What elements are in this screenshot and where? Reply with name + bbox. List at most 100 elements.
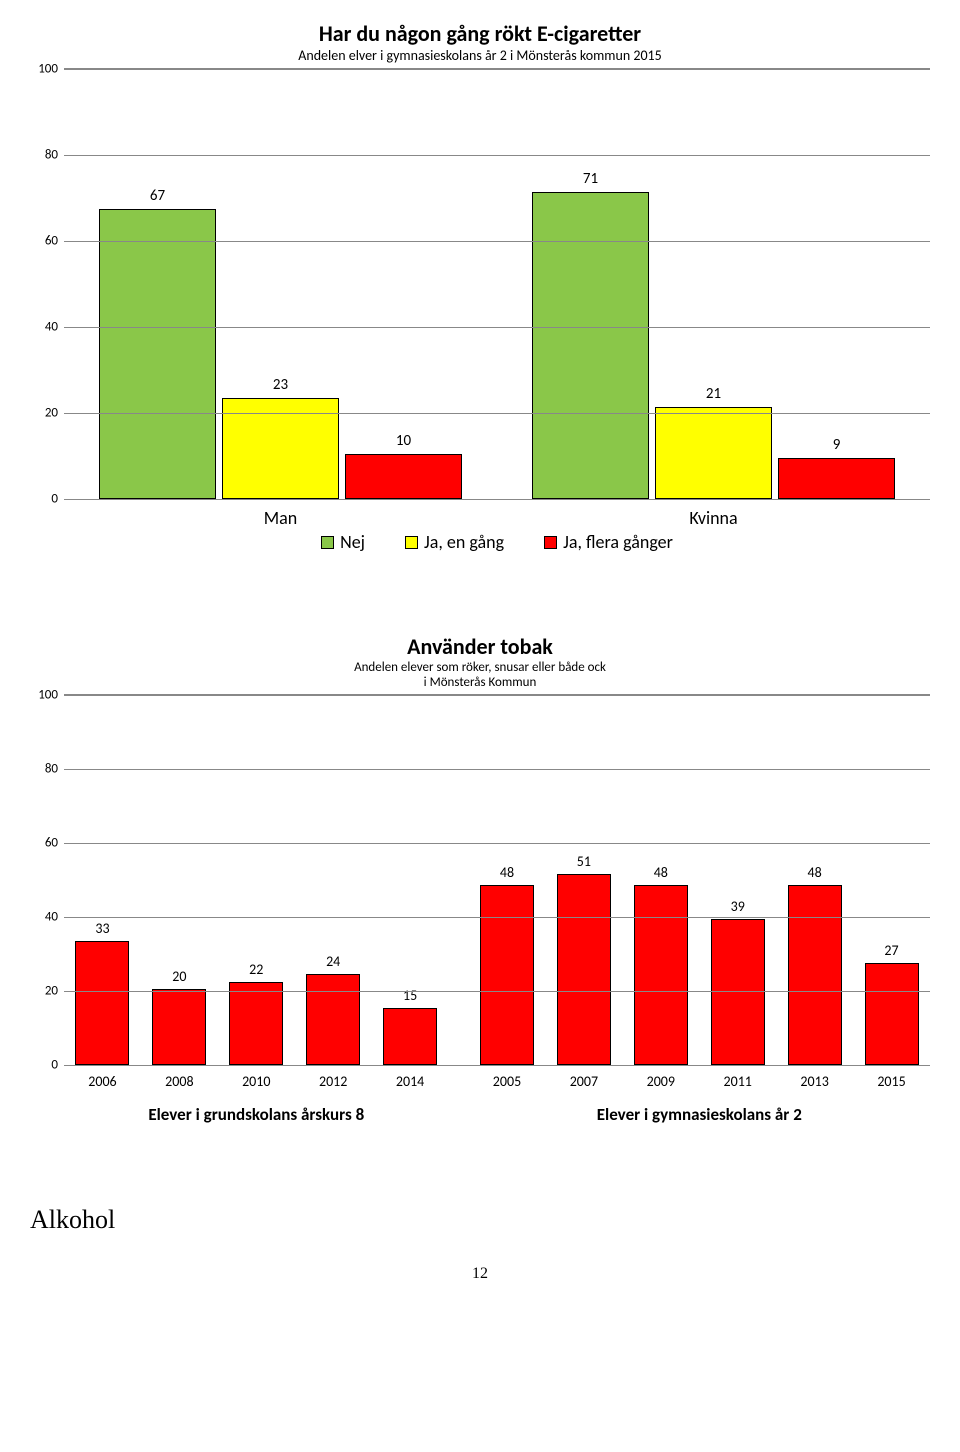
chart2-title: Använder tobak (30, 633, 930, 660)
bar-slot: 48 (776, 885, 853, 1065)
xtick-label: 2011 (699, 1073, 776, 1090)
bar: 33 (75, 941, 129, 1065)
ytick-label: 80 (45, 148, 58, 163)
chart1-subtitle: Andelen elver i gymnasieskolans år 2 i M… (30, 47, 930, 64)
chart1-bars: 67231071219 (64, 69, 930, 499)
xtick-label: 2005 (469, 1073, 546, 1090)
chart1-title: Har du någon gång rökt E-cigaretter (30, 20, 930, 47)
xtick-label: 2006 (64, 1073, 141, 1090)
legend-item: Nej (321, 531, 365, 553)
bar: 67 (99, 209, 216, 499)
bar-slot: 24 (295, 974, 372, 1065)
legend-swatch (321, 536, 334, 549)
chart2-xaxis: 20062008201020122014 20052007200920112013… (64, 1073, 930, 1090)
bar: 51 (557, 874, 611, 1065)
bar-value-label: 23 (273, 376, 288, 394)
bar-slot: 20 (141, 989, 218, 1065)
bar: 71 (532, 192, 649, 499)
legend-label: Ja, flera gånger (563, 531, 673, 553)
xtick-label: 2007 (545, 1073, 622, 1090)
bar-slot: 27 (853, 963, 930, 1065)
subgroup-label: Elever i gymnasieskolans år 2 (469, 1104, 930, 1125)
bar-value-label: 51 (577, 853, 591, 870)
chart2-subtitle2: i Mönsterås Kommun (30, 675, 930, 690)
bar: 20 (152, 989, 206, 1065)
ytick-label: 80 (45, 762, 58, 777)
gridline (64, 1065, 930, 1066)
page-number: 12 (30, 1265, 930, 1283)
bar-value-label: 20 (172, 968, 186, 985)
bar: 10 (345, 454, 462, 499)
gridline (64, 241, 930, 242)
gridline (64, 499, 930, 500)
ytick-label: 0 (51, 1058, 58, 1073)
legend-label: Ja, en gång (424, 531, 504, 553)
chart1-legend: Nej Ja, en gång Ja, flera gånger (64, 531, 930, 553)
bar-value-label: 24 (326, 953, 340, 970)
chart2-plot-area: 3320222415485148394827 020406080100 (64, 694, 930, 1065)
xtick-label: 2013 (776, 1073, 853, 1090)
bar-value-label: 71 (583, 170, 598, 188)
bar-group: 67 23 10 (64, 209, 497, 499)
bar-value-label: 48 (808, 864, 822, 881)
ytick-label: 20 (45, 406, 58, 421)
bar-value-label: 27 (884, 942, 898, 959)
xtick-label: 2010 (218, 1073, 295, 1090)
gridline (64, 155, 930, 156)
ytick-label: 0 (51, 492, 58, 507)
gridline (64, 991, 930, 992)
ytick-label: 40 (45, 910, 58, 925)
xtick-label: 2009 (622, 1073, 699, 1090)
bar: 15 (383, 1008, 437, 1066)
gridline (64, 413, 930, 414)
bar-slot: 48 (469, 885, 546, 1065)
bar-slot: 51 (545, 874, 622, 1065)
bar-slot: 48 (622, 885, 699, 1065)
subgroup-label: Elever i grundskolans årskurs 8 (64, 1104, 449, 1125)
gridline (64, 917, 930, 918)
bar-group: 71219 (497, 192, 930, 499)
chart2-subgroups: Elever i grundskolans årskurs 8 Elever i … (64, 1104, 930, 1125)
bar: 21 (655, 407, 772, 499)
legend-item: Ja, flera gånger (544, 531, 673, 553)
gridline (64, 69, 930, 70)
legend-swatch (405, 536, 418, 549)
legend-label: Nej (340, 531, 365, 553)
bar-value-label: 33 (95, 920, 109, 937)
chart2-bars: 3320222415485148394827 (64, 695, 930, 1065)
bar: 48 (788, 885, 842, 1065)
chart1-xaxis: ManKvinna (64, 507, 930, 529)
bar: 24 (306, 974, 360, 1065)
bar-value-label: 9 (833, 436, 841, 454)
bar-value-label: 67 (150, 187, 165, 205)
bar: 27 (865, 963, 919, 1065)
xtick-label: 2008 (141, 1073, 218, 1090)
chart2-subtitle1: Andelen elever som röker, snusar eller b… (30, 660, 930, 675)
xtick-label: 2015 (853, 1073, 930, 1090)
xtick-label: Man (64, 507, 497, 529)
bar: 22 (229, 982, 283, 1065)
bar-value-label: 10 (396, 432, 411, 450)
tobacco-chart: Använder tobak Andelen elever som röker,… (30, 633, 930, 1125)
gridline (64, 327, 930, 328)
ytick-label: 100 (38, 688, 58, 703)
legend-swatch (544, 536, 557, 549)
gridline (64, 695, 930, 696)
bar-slot: 33 (64, 941, 141, 1065)
ytick-label: 20 (45, 984, 58, 999)
bar-value-label: 15 (403, 987, 417, 1004)
xtick-label: 2014 (372, 1073, 449, 1090)
xtick-label: 2012 (295, 1073, 372, 1090)
ytick-label: 60 (45, 234, 58, 249)
bar-value-label: 48 (654, 864, 668, 881)
bar-slot: 22 (218, 982, 295, 1065)
ytick-label: 100 (38, 62, 58, 77)
section-heading-alkohol: Alkohol (30, 1205, 930, 1235)
ecig-chart: Har du någon gång rökt E-cigaretter Ande… (30, 20, 930, 553)
bar: 48 (480, 885, 534, 1065)
ytick-label: 40 (45, 320, 58, 335)
legend-item: Ja, en gång (405, 531, 504, 553)
ytick-label: 60 (45, 836, 58, 851)
bar-value-label: 48 (500, 864, 514, 881)
bar: 9 (778, 458, 895, 499)
